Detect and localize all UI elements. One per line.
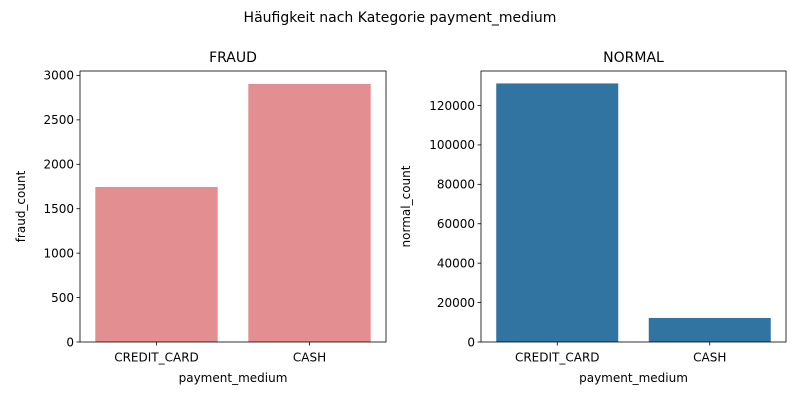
chart-2: 0 20000 40000 60000 80000 100000 120000 CREDIT_… (399, 50, 787, 385)
charts: 0 500 1000 1500 2000 2500 3000 CREDIT_CARD CASH F… (14, 50, 787, 385)
chart-2-x-axis-label: payment_medium (579, 371, 688, 385)
chart-2-y-tick-label: 120000 (429, 99, 475, 113)
chart-2-x-tick-label: CASH (693, 351, 726, 365)
chart-2-y-tick-label: 0 (467, 335, 475, 349)
chart-1-y-axis-label: fraud_count (14, 170, 28, 242)
chart-1-y-tick-label: 500 (51, 291, 74, 305)
chart-2-x-tick-label: CREDIT_CARD (515, 351, 600, 365)
figure-title: Häufigkeit nach Kategorie payment_medium (244, 10, 557, 26)
chart-1-y-tick-label: 0 (66, 335, 74, 349)
chart-1-y-tick-label: 1500 (43, 202, 74, 216)
chart-2-y-tick-label: 100000 (429, 138, 475, 152)
chart-2-y-tick-label: 40000 (437, 256, 475, 270)
chart-2-title: NORMAL (603, 50, 664, 66)
chart-2-bar-credit-card (496, 83, 619, 343)
chart-1-y-tick-label: 2500 (43, 113, 74, 127)
chart-1-y-tick-label: 3000 (43, 69, 74, 83)
chart-1-bar-credit-card (95, 186, 218, 342)
chart-1-bar-cash (248, 83, 371, 342)
chart-2-bar-cash (648, 317, 771, 342)
chart-1-y-tick-label: 1000 (43, 246, 74, 260)
chart-1-x-axis-label: payment_medium (179, 371, 288, 385)
chart-2-y-tick-label: 80000 (437, 178, 475, 192)
chart-2-axes-frame (480, 70, 787, 343)
chart-1-title: FRAUD (209, 50, 257, 66)
chart-1-x-tick-label: CREDIT_CARD (114, 351, 199, 365)
chart-1-x-tick-label: CASH (293, 351, 326, 365)
chart-1: 0 500 1000 1500 2000 2500 3000 CREDIT_CARD CASH F… (14, 50, 387, 385)
chart-2-y-tick-label: 60000 (437, 217, 475, 231)
chart-1-y-tick-label: 2000 (43, 158, 74, 172)
chart-1-axes-frame (79, 70, 387, 343)
chart-2-y-tick-label: 20000 (437, 296, 475, 310)
chart-2-y-axis-label: normal_count (399, 165, 413, 247)
